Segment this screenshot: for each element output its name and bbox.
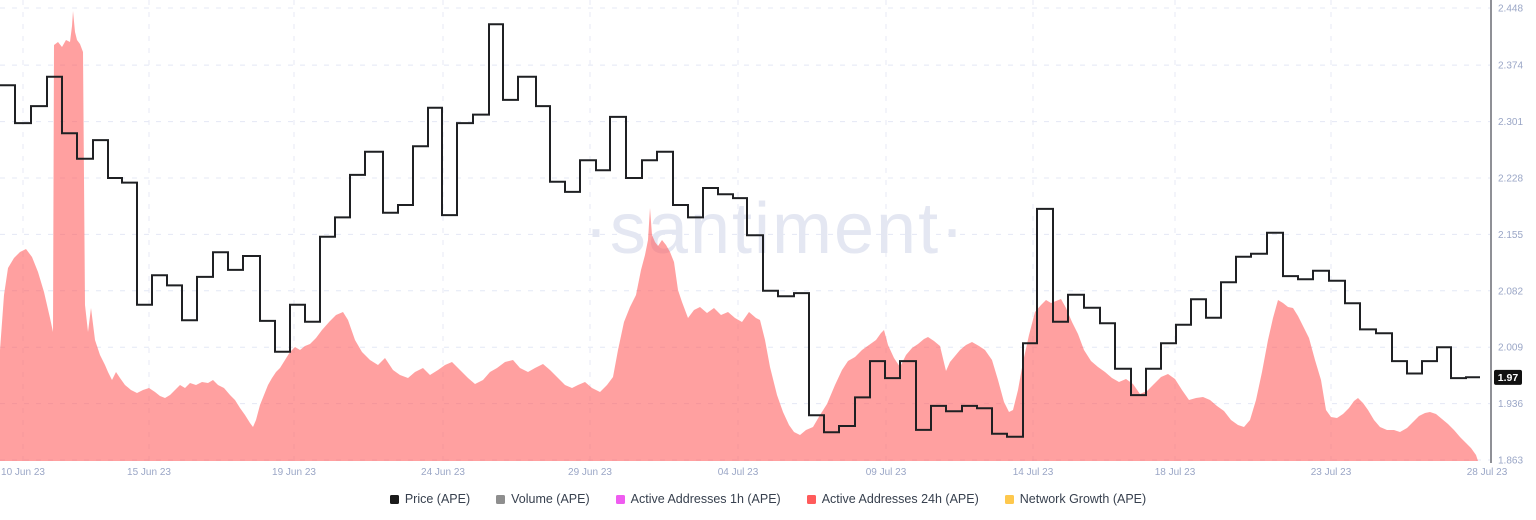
y-axis-tick-label: 2.374: [1498, 61, 1523, 72]
last-price-badge-label: 1.97: [1498, 372, 1519, 384]
legend-swatch-icon: [496, 494, 506, 504]
y-axis-tick-label: 2.155: [1498, 230, 1523, 241]
y-axis-tick-label: 2.448: [1498, 4, 1523, 15]
x-axis-tick-label: 18 Jul 23: [1155, 467, 1196, 478]
x-axis-tick-label: 09 Jul 23: [866, 467, 907, 478]
x-axis-tick-label: 24 Jun 23: [421, 467, 465, 478]
x-axis-tick-label: 29 Jun 23: [568, 467, 612, 478]
price-chart-canvas[interactable]: ·santiment· 2.448 2.374 2.301 2.228 2.155 2.0…: [0, 0, 1536, 478]
legend-item-label: Active Addresses 24h (APE): [821, 492, 979, 506]
x-axis-tick-label: 19 Jun 23: [272, 467, 316, 478]
y-axis-tick-label: 2.228: [1498, 173, 1523, 184]
legend-item-active-addresses-1h-ape[interactable]: Active Addresses 1h (APE): [615, 492, 781, 506]
legend-item-active-addresses-24h-ape[interactable]: Active Addresses 24h (APE): [806, 492, 979, 506]
legend-item-label: Network Growth (APE): [1019, 492, 1147, 506]
x-axis-tick-label: 14 Jul 23: [1013, 467, 1054, 478]
legend-item-network-growth-ape[interactable]: Network Growth (APE): [1004, 492, 1147, 506]
y-axis-tick-label: 1.936: [1498, 399, 1523, 410]
x-axis-tick-label: 28 Jul 23: [1467, 467, 1508, 478]
chart-legend: Price (APE) Volume (APE) Active Addresses …: [0, 478, 1536, 520]
legend-swatch-icon: [615, 494, 625, 504]
legend-item-volume-ape[interactable]: Volume (APE): [496, 492, 590, 506]
legend-item-price-ape[interactable]: Price (APE): [389, 492, 471, 506]
legend-item-label: Active Addresses 1h (APE): [630, 492, 781, 506]
y-axis-tick-label: 2.009: [1498, 343, 1523, 354]
x-axis-tick-label: 10 Jun 23: [1, 467, 45, 478]
last-price-badge: [1494, 369, 1522, 385]
x-axis-tick-label: 23 Jul 23: [1311, 467, 1352, 478]
legend-swatch-icon: [806, 494, 816, 504]
legend-item-label: Price (APE): [404, 492, 471, 506]
legend-item-label: Volume (APE): [511, 492, 590, 506]
axis-layer: 2.448 2.374 2.301 2.228 2.155 2.082 2.009 1.936…: [1, 0, 1523, 478]
x-axis-tick-label: 15 Jun 23: [127, 467, 171, 478]
series-layer: [0, 11, 1480, 461]
x-axis-tick-label: 04 Jul 23: [718, 467, 759, 478]
y-axis-tick-label: 1.863: [1498, 456, 1523, 467]
legend-swatch-icon: [1004, 494, 1014, 504]
y-axis-tick-label: 2.301: [1498, 117, 1523, 128]
price-series-line: [0, 23, 1480, 438]
y-axis-tick-label: 2.082: [1498, 286, 1523, 297]
legend-swatch-icon: [389, 494, 399, 504]
santiment-watermark: ·santiment·: [584, 189, 966, 269]
active-addresses-24h-area: [0, 11, 1478, 461]
